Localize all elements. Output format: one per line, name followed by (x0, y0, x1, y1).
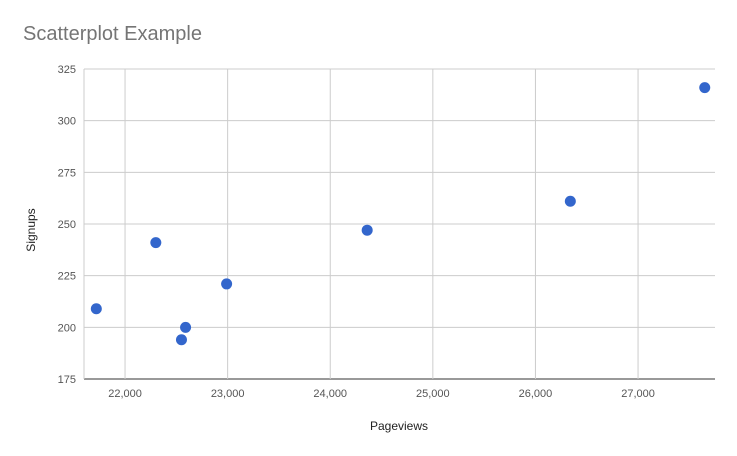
data-point (361, 224, 373, 236)
data-points (90, 82, 711, 346)
y-tick-label: 200 (58, 322, 76, 334)
y-tick-label: 225 (58, 271, 76, 283)
data-point (221, 278, 233, 290)
chart-title: Scatterplot Example (23, 23, 202, 45)
data-point (564, 195, 576, 207)
x-tick-label: 25,000 (416, 388, 450, 400)
data-point (699, 82, 711, 94)
y-tick-label: 175 (58, 374, 76, 386)
x-tick-label: 22,000 (108, 388, 142, 400)
data-point (150, 237, 162, 249)
data-point (180, 321, 192, 333)
gridlines (83, 68, 715, 380)
y-tick-label: 250 (58, 219, 76, 231)
y-tick-labels: 175 200 225 250 275 300 325 (58, 64, 76, 386)
y-tick-label: 275 (58, 167, 76, 179)
y-axis-title: Signups (24, 208, 38, 251)
data-point (90, 303, 102, 315)
y-tick-label: 300 (58, 116, 76, 128)
x-tick-label: 23,000 (211, 388, 245, 400)
x-tick-label: 27,000 (621, 388, 655, 400)
x-axis-title: Pageviews (370, 419, 428, 433)
data-point (175, 334, 187, 346)
y-tick-label: 325 (58, 64, 76, 76)
x-tick-label: 26,000 (519, 388, 553, 400)
x-tick-labels: 22,000 23,000 24,000 25,000 26,000 27,000 (108, 388, 655, 400)
x-tick-label: 24,000 (313, 388, 347, 400)
